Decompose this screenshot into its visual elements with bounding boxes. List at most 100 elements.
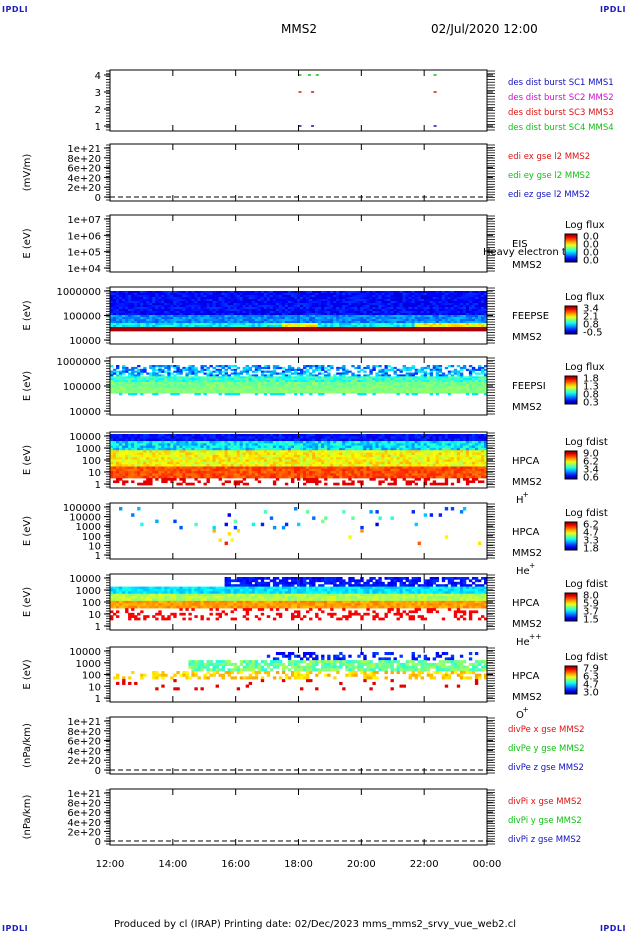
- spectrogram-cell: [393, 291, 397, 294]
- spectrogram-cell: [484, 380, 488, 383]
- spectrogram-cell: [161, 441, 165, 444]
- spectrogram-cell: [149, 365, 153, 368]
- spectrogram-cell: [203, 307, 207, 310]
- spectrogram-cell: [294, 376, 298, 379]
- spectrogram-cell: [309, 325, 313, 328]
- spectrogram-cell: [248, 378, 253, 381]
- spectrogram-cell: [453, 391, 458, 394]
- spectrogram-cell: [481, 323, 485, 326]
- spectrogram-cell: [125, 319, 129, 322]
- spectrogram-cell: [161, 473, 165, 477]
- spectrogram-cell: [309, 366, 313, 370]
- spectrogram-cell: [306, 323, 310, 326]
- spectrogram-cell: [164, 441, 168, 444]
- spectrogram-cell: [164, 370, 168, 373]
- spectrogram-cell: [221, 307, 225, 310]
- spectrogram-cell: [158, 475, 162, 479]
- spectrogram-cell: [411, 378, 415, 381]
- spectrogram-cell: [176, 459, 180, 463]
- spectrogram-cell: [450, 315, 455, 318]
- spectrogram-cell: [441, 385, 446, 388]
- spectrogram-cell: [140, 311, 144, 314]
- spectrogram-cell: [336, 297, 340, 300]
- spectrogram-cell: [278, 389, 283, 392]
- spectrogram-cell: [170, 387, 174, 390]
- spectrogram-cell: [110, 378, 114, 381]
- spectrogram-cell: [227, 381, 231, 385]
- spectrogram-cell: [351, 297, 355, 300]
- spectrogram-cell: [125, 313, 129, 316]
- spectrogram-cell: [164, 480, 168, 484]
- spectrogram-cell: [125, 438, 129, 442]
- spectrogram-cell: [221, 323, 225, 326]
- spectrogram-cell: [215, 323, 219, 326]
- spectrogram-cell: [474, 305, 479, 308]
- spectrogram-cell: [272, 329, 277, 332]
- spectrogram-cell: [179, 376, 183, 379]
- spectrogram-cell: [206, 327, 210, 330]
- spectrogram-cell: [462, 389, 467, 392]
- spectrogram-cell: [393, 378, 397, 381]
- spectrogram-cell: [375, 307, 379, 310]
- spectrogram-cell: [269, 317, 274, 320]
- spectrogram-cell: [116, 297, 120, 300]
- spectrogram-cell: [188, 305, 192, 308]
- spectrogram-cell: [221, 309, 225, 312]
- spectrogram-cell: [194, 295, 198, 298]
- spectrogram-cell: [393, 301, 397, 304]
- spectrogram-cell: [432, 385, 437, 388]
- spectrogram-cell: [284, 303, 289, 306]
- spectrogram-cell: [182, 305, 186, 308]
- spectrogram-cell: [481, 295, 485, 298]
- spectrogram-cell: [128, 293, 132, 296]
- spectrogram-cell: [405, 385, 409, 388]
- spectrogram-cell: [197, 299, 201, 302]
- spectrogram-cell: [161, 461, 165, 465]
- spectrogram-cell: [119, 299, 123, 302]
- y-tick-label: 1e+06: [67, 231, 101, 242]
- spectrogram-cell: [345, 383, 349, 387]
- spectrogram-cell: [384, 315, 388, 318]
- spectrogram-cell: [450, 387, 455, 390]
- spectrogram-cell: [375, 295, 379, 298]
- spectrogram-cell: [444, 315, 449, 318]
- spectrogram-cell: [281, 391, 286, 394]
- spectrogram-cell: [176, 299, 180, 302]
- spectrogram-cell: [414, 321, 418, 324]
- spectrogram-cell: [122, 381, 126, 385]
- spectrogram-cell: [333, 307, 337, 310]
- spectrogram-cell: [185, 315, 189, 318]
- spectrogram-cell: [137, 482, 141, 486]
- spectrogram-cell: [158, 321, 162, 324]
- spectrogram-cell: [149, 299, 153, 302]
- spectrogram-cell: [366, 311, 370, 314]
- spectrogram-cell: [134, 323, 138, 326]
- spectrogram-cell: [140, 468, 144, 472]
- spectrogram-cell: [185, 299, 189, 302]
- spectrogram-cell: [158, 385, 162, 388]
- spectrogram-cell: [209, 325, 213, 328]
- spectrogram-cell: [242, 387, 247, 390]
- spectrogram-cell: [459, 372, 464, 375]
- spectrogram-cell: [152, 376, 156, 379]
- spectrogram-cell: [212, 387, 216, 390]
- spectrogram-cell: [432, 327, 437, 330]
- spectrogram-cell: [363, 311, 367, 314]
- spectrogram-cell: [348, 378, 352, 381]
- spectrogram-cell: [330, 380, 334, 383]
- spectrogram-cell: [309, 297, 313, 300]
- spectrogram-cell: [128, 303, 132, 306]
- spectrogram-cell: [137, 299, 141, 302]
- spectrogram-cell: [309, 381, 313, 385]
- y-tick-label: 4: [95, 71, 101, 82]
- spectrogram-cell: [260, 291, 265, 294]
- spectrogram-cell: [471, 315, 476, 318]
- spectrogram-cell: [402, 321, 406, 324]
- spectrogram-cell: [263, 393, 268, 396]
- spectrogram-cell: [194, 303, 198, 306]
- spectrogram-cell: [399, 319, 403, 322]
- spectrogram-cell: [251, 301, 256, 304]
- spectrogram-cell: [209, 291, 213, 294]
- spectrogram-cell: [390, 368, 394, 372]
- spectrogram-cell: [462, 301, 467, 304]
